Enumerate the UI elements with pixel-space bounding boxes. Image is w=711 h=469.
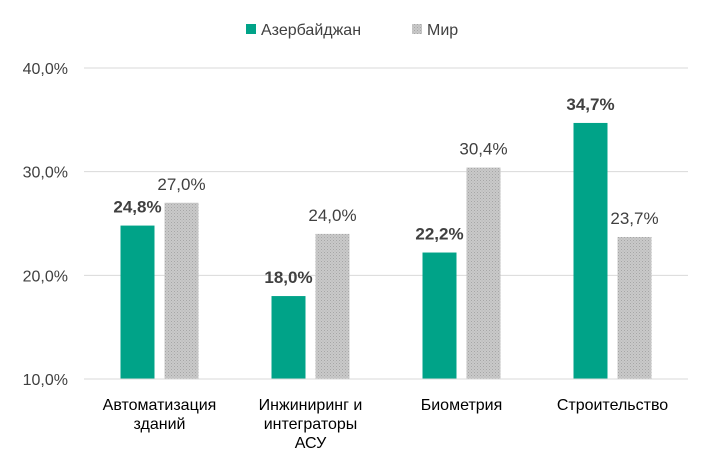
data-labels: 24,8% 27,0% 18,0% 24,0% 22,2% 30,4% 34,7% 23,7%	[113, 95, 658, 287]
x-tick-label-0-0: Автоматизация	[103, 397, 217, 414]
bars	[120, 122, 652, 380]
bar-azerbaijan-1	[271, 296, 306, 379]
bar-world-3	[617, 236, 652, 379]
bar-world-2	[466, 167, 501, 379]
data-label-world-3: 23,7%	[610, 209, 658, 228]
legend-swatch-azerbaijan	[246, 24, 256, 34]
bar-azerbaijan-3	[573, 122, 608, 380]
bar-world-1	[315, 233, 350, 379]
data-label-azerbaijan-2: 22,2%	[415, 225, 463, 244]
legend-label-world: Мир	[427, 22, 458, 39]
data-label-azerbaijan-1: 18,0%	[264, 268, 312, 287]
x-tick-label-2-0: Биометрия	[421, 397, 503, 414]
data-label-azerbaijan-0: 24,8%	[113, 198, 161, 217]
bar-azerbaijan-0	[120, 225, 155, 379]
legend: Азербайджан Мир	[246, 22, 458, 39]
x-tick-label-1-0: Инжиниринг и	[259, 397, 363, 414]
x-axis: Автоматизация зданий Инжиниринг и интеграто…	[84, 378, 688, 452]
y-tick-label-0: 10,0%	[23, 372, 68, 389]
legend-label-azerbaijan: Азербайджан	[261, 22, 361, 39]
bar-world-0	[164, 202, 199, 379]
x-tick-label-1-2: АСУ	[295, 435, 327, 452]
y-axis: 10,0% 20,0% 30,0% 40,0%	[23, 61, 68, 389]
data-label-azerbaijan-3: 34,7%	[566, 95, 614, 114]
x-tick-label-0-1: зданий	[134, 416, 186, 433]
y-tick-label-3: 40,0%	[23, 61, 68, 78]
legend-swatch-world	[412, 24, 422, 34]
y-tick-label-2: 30,0%	[23, 165, 68, 182]
data-label-world-1: 24,0%	[308, 206, 356, 225]
y-tick-label-1: 20,0%	[23, 268, 68, 285]
data-label-world-0: 27,0%	[157, 175, 205, 194]
x-tick-label-1-1: интеграторы	[264, 416, 358, 433]
bar-azerbaijan-2	[422, 252, 457, 379]
x-tick-label-3-0: Строительство	[557, 397, 668, 414]
data-label-world-2: 30,4%	[459, 140, 507, 159]
